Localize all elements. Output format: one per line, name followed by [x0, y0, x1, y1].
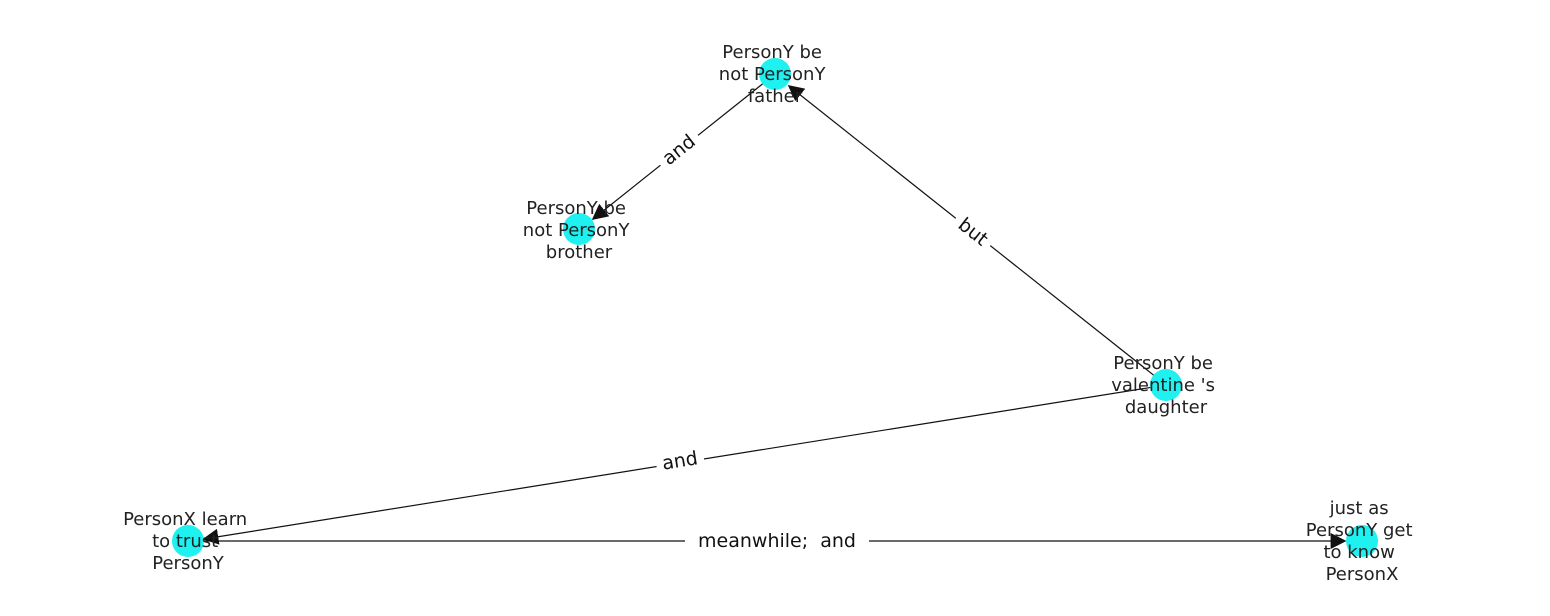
- edge-label-group-meanwhile: meanwhile; and: [685, 528, 869, 554]
- node-father[interactable]: [759, 58, 791, 90]
- node-label-brother: PersonY be not PersonY brother: [523, 198, 635, 263]
- node-label-line: PersonY be: [1113, 353, 1213, 374]
- node-brother[interactable]: [563, 213, 595, 245]
- node-label-line: PersonY be: [526, 198, 626, 219]
- node-label-trust: PersonX learn to trust PersonY: [123, 509, 253, 574]
- edge-label-trust-know: meanwhile; and: [698, 530, 856, 552]
- node-label-line: to know: [1323, 542, 1394, 563]
- node-daughter[interactable]: [1150, 369, 1182, 401]
- node-label-line: PersonY: [152, 553, 224, 574]
- edge-labels-layer: and but and meanwhile; and: [652, 124, 999, 554]
- node-label-line: not PersonY: [719, 64, 827, 85]
- node-label-line: daughter: [1125, 397, 1208, 418]
- node-label-daughter: PersonY be valentine 's daughter: [1111, 353, 1221, 418]
- node-labels-layer: PersonY be not PersonY father PersonY be…: [123, 42, 1419, 585]
- edge-label-group-but: but: [947, 208, 999, 256]
- node-label-line: PersonY be: [722, 42, 822, 63]
- node-know[interactable]: [1346, 525, 1378, 557]
- node-label-know: just as PersonY get to know PersonX: [1306, 498, 1419, 585]
- edge-label-group-and-1: and: [652, 124, 706, 176]
- node-label-line: father: [748, 86, 803, 107]
- node-label-father: PersonY be not PersonY father: [719, 42, 831, 107]
- node-label-line: just as: [1329, 498, 1389, 519]
- node-label-line: PersonY get: [1306, 520, 1413, 541]
- node-label-line: not PersonY: [523, 220, 631, 241]
- edges-layer: [188, 73, 1347, 549]
- node-label-line: PersonX: [1326, 564, 1399, 585]
- node-label-line: valentine 's: [1111, 375, 1215, 396]
- node-label-line: brother: [546, 242, 613, 263]
- node-label-line: PersonX learn: [123, 509, 247, 530]
- node-trust[interactable]: [172, 525, 204, 557]
- edge-label-group-and-2: and: [654, 444, 706, 478]
- node-label-line: to trust: [152, 531, 218, 552]
- nodes-layer: [172, 58, 1378, 557]
